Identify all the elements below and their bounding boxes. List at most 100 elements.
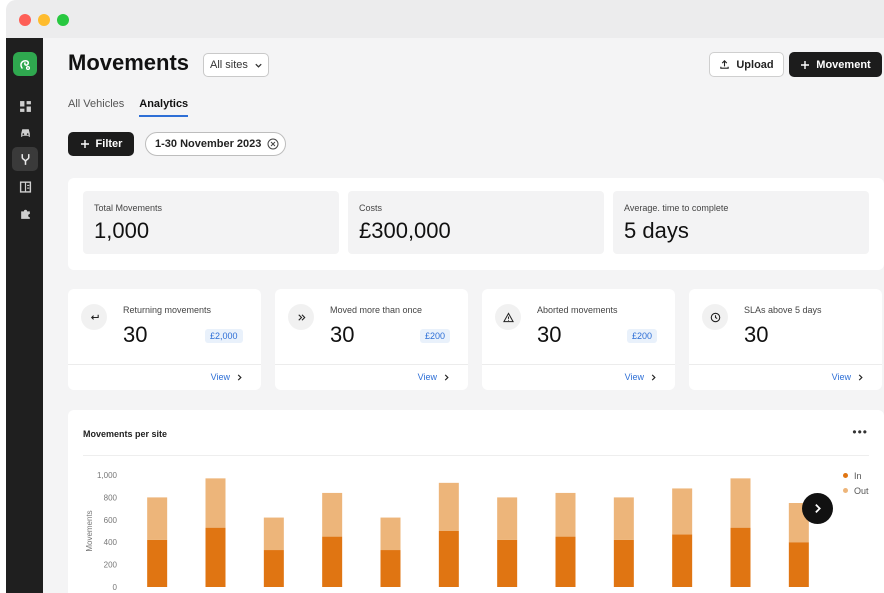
title-bar xyxy=(6,0,884,38)
page-title: Movements xyxy=(68,50,190,75)
bar-out-2[interactable] xyxy=(205,478,226,528)
bar-chart: 0 200 400 600 800 1,000 Movements xyxy=(85,471,809,592)
filter-button[interactable]: Filter xyxy=(68,132,134,156)
stat-card-moved-more: Moved more than once 30 £200 View xyxy=(275,289,468,390)
close-window-button[interactable] xyxy=(19,14,31,26)
bar-in-12[interactable] xyxy=(788,542,809,587)
building-icon[interactable] xyxy=(12,174,38,198)
bar-out-9[interactable] xyxy=(613,497,634,540)
plus-icon xyxy=(80,140,89,148)
chevron-down-icon xyxy=(255,63,262,68)
upload-button[interactable]: Upload xyxy=(709,52,784,77)
y-tick-label: 1,000 xyxy=(97,471,118,480)
fork-icon[interactable] xyxy=(12,147,38,171)
bar-out-10[interactable] xyxy=(672,488,693,535)
minimize-window-button[interactable] xyxy=(38,14,50,26)
bar-in-8[interactable] xyxy=(555,536,576,587)
bar-out-4[interactable] xyxy=(322,492,343,537)
warning-icon xyxy=(495,304,521,330)
chevron-right-icon xyxy=(444,373,449,381)
bar-in-1[interactable] xyxy=(147,539,168,587)
stat-badge: £200 xyxy=(627,329,658,343)
more-options-icon[interactable]: ••• xyxy=(852,425,868,439)
divider xyxy=(689,364,882,365)
y-tick-label: 800 xyxy=(104,493,118,502)
divider xyxy=(68,364,261,365)
y-tick-label: 600 xyxy=(104,516,118,525)
chart-title: Movements per site xyxy=(83,429,168,439)
view-link[interactable]: View xyxy=(832,372,864,382)
chart-legend: In Out xyxy=(843,468,869,498)
total-movements-card: Total Movements 1,000 xyxy=(83,191,339,254)
stat-value: 30 xyxy=(744,322,769,347)
bar-in-4[interactable] xyxy=(322,536,343,587)
bar-in-10[interactable] xyxy=(672,534,693,587)
view-label: View xyxy=(417,372,437,382)
stat-label: Aborted movements xyxy=(537,305,618,315)
clear-circle-icon[interactable] xyxy=(267,138,279,150)
bar-in-3[interactable] xyxy=(263,550,284,587)
bar-in-11[interactable] xyxy=(730,527,751,587)
y-tick-label: 0 xyxy=(113,583,118,592)
stat-badge: £200 xyxy=(420,329,451,343)
divider xyxy=(482,364,675,365)
movement-label: Movement xyxy=(816,58,871,71)
view-link[interactable]: View xyxy=(211,372,243,382)
legend-label: In xyxy=(854,470,862,481)
car-icon[interactable] xyxy=(12,120,38,144)
costs-card: Costs £300,000 xyxy=(348,191,604,254)
y-tick-label: 200 xyxy=(104,561,118,570)
bar-out-11[interactable] xyxy=(730,478,751,528)
divider xyxy=(83,455,869,456)
view-label: View xyxy=(210,372,230,382)
stat-label: SLAs above 5 days xyxy=(744,305,822,315)
scroll-next-button[interactable] xyxy=(802,493,833,524)
bar-in-7[interactable] xyxy=(497,539,518,587)
legend-item-out[interactable]: Out xyxy=(843,483,869,498)
app-window: Movements All sites Upload Movement All … xyxy=(6,0,884,593)
total-value: £300,000 xyxy=(359,218,451,243)
tab-all-vehicles[interactable]: All Vehicles xyxy=(68,98,125,110)
site-select[interactable]: All sites xyxy=(203,53,269,77)
bar-out-8[interactable] xyxy=(555,492,576,537)
add-movement-button[interactable]: Movement xyxy=(789,52,882,77)
bar-out-1[interactable] xyxy=(147,497,168,540)
date-range-label: 1-30 November 2023 xyxy=(155,138,262,150)
stat-card-aborted: Aborted movements 30 £200 View xyxy=(482,289,675,390)
dashboard-icon[interactable] xyxy=(12,94,38,118)
bar-out-6[interactable] xyxy=(438,482,459,531)
tabs: All Vehicles Analytics xyxy=(68,98,189,117)
return-arrow-icon xyxy=(81,304,107,330)
bar-in-2[interactable] xyxy=(205,527,226,587)
chevron-right-icon xyxy=(651,373,656,381)
filter-label: Filter xyxy=(95,138,123,150)
bar-out-7[interactable] xyxy=(497,497,518,540)
total-label: Costs xyxy=(359,203,383,213)
stat-label: Moved more than once xyxy=(330,305,423,315)
average-time-card: Average. time to complete 5 days xyxy=(613,191,869,254)
view-link[interactable]: View xyxy=(625,372,657,382)
chevron-right-icon xyxy=(237,373,242,381)
bar-out-3[interactable] xyxy=(263,517,284,551)
total-value: 1,000 xyxy=(94,218,150,243)
bar-in-5[interactable] xyxy=(380,550,401,587)
bar-out-5[interactable] xyxy=(380,517,401,551)
tab-analytics[interactable]: Analytics xyxy=(139,98,189,117)
puzzle-icon[interactable] xyxy=(12,201,38,225)
total-value: 5 days xyxy=(624,218,689,243)
total-label: Average. time to complete xyxy=(624,203,729,213)
view-link[interactable]: View xyxy=(418,372,450,382)
stat-value: 30 xyxy=(123,322,148,347)
date-range-chip[interactable]: 1-30 November 2023 xyxy=(145,132,286,156)
legend-swatch xyxy=(843,488,848,493)
total-label: Total Movements xyxy=(94,203,163,213)
y-axis-label: Movements xyxy=(85,510,94,551)
legend-item-in[interactable]: In xyxy=(843,468,869,483)
upload-icon xyxy=(720,60,730,69)
logo-icon[interactable] xyxy=(13,52,37,76)
stat-value: 30 xyxy=(330,322,355,347)
clock-icon xyxy=(702,304,728,330)
maximize-window-button[interactable] xyxy=(57,14,69,26)
bar-in-6[interactable] xyxy=(438,531,459,587)
bar-in-9[interactable] xyxy=(613,539,634,587)
